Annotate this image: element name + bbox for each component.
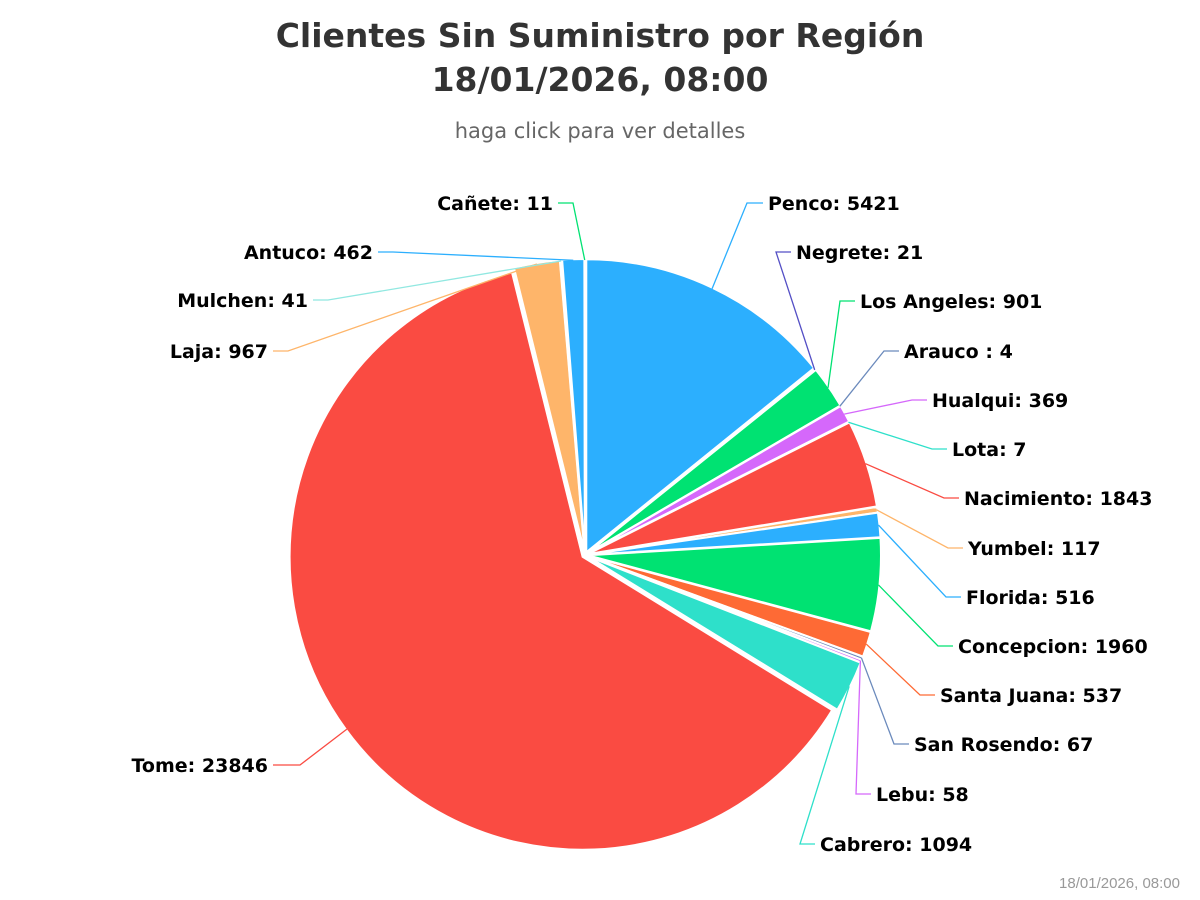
data-label-antuco: Antuco: 462	[244, 242, 373, 264]
data-labels: Penco: 5421 Negrete: 21 Los Angeles: 901 Ar…	[132, 193, 1153, 856]
connector-los-angeles	[827, 300, 855, 388]
data-label-negrete: Negrete: 21	[796, 242, 923, 264]
connector-lota	[848, 421, 947, 450]
data-label-los-angeles: Los Angeles: 901	[860, 291, 1042, 313]
connector-penco	[711, 202, 763, 290]
credits: 18/01/2026, 08:00	[1059, 875, 1180, 892]
data-label-yumbel: Yumbel: 117	[967, 538, 1101, 560]
pie-slice-canete[interactable]	[583, 257, 586, 553]
data-label-concepcion: Concepcion: 1960	[958, 636, 1148, 658]
connector-antuco	[378, 251, 574, 261]
chart-subtitle: haga click para ver detalles	[454, 119, 746, 143]
data-label-nacimiento: Nacimiento: 1843	[964, 488, 1152, 510]
connector-cabrero	[799, 686, 850, 845]
connector-arauco	[839, 350, 899, 407]
connector-santa-juana	[865, 643, 935, 696]
connector-canete	[558, 202, 586, 261]
connector-laja	[273, 263, 538, 352]
data-label-hualqui: Hualqui: 369	[932, 390, 1068, 412]
connector-tome	[273, 728, 348, 766]
data-label-lota: Lota: 7	[952, 439, 1027, 461]
data-label-tome: Tome: 23846	[132, 755, 269, 777]
data-label-mulchen: Mulchen: 41	[177, 290, 308, 312]
connector-florida	[877, 524, 961, 598]
connector-san-rosendo	[860, 657, 909, 745]
data-label-penco: Penco: 5421	[768, 193, 900, 215]
connector-negrete	[775, 251, 816, 371]
label-connectors	[273, 202, 963, 845]
data-label-laja: Laja: 967	[170, 341, 268, 363]
connector-mulchen	[313, 260, 562, 301]
data-label-lebu: Lebu: 58	[876, 784, 969, 806]
connector-lebu	[855, 660, 871, 795]
pie-slices	[288, 257, 882, 851]
data-label-cabrero: Cabrero: 1094	[820, 834, 972, 856]
chart-title-line-2: 18/01/2026, 08:00	[431, 60, 769, 99]
data-label-florida: Florida: 516	[966, 587, 1095, 609]
chart-title: Clientes Sin Suministro por Región 18/01…	[0, 14, 1200, 102]
data-label-canete: Cañete: 11	[437, 193, 553, 215]
data-label-san-rosendo: San Rosendo: 67	[914, 734, 1093, 756]
connector-yumbel	[876, 509, 963, 549]
data-label-santa-juana: Santa Juana: 537	[940, 685, 1122, 707]
connector-hualqui	[844, 399, 927, 415]
connector-nacimiento	[865, 463, 959, 499]
chart-title-line-1: Clientes Sin Suministro por Región	[275, 16, 925, 55]
data-label-arauco: Arauco : 4	[904, 341, 1013, 363]
connector-concepcion	[878, 584, 953, 647]
